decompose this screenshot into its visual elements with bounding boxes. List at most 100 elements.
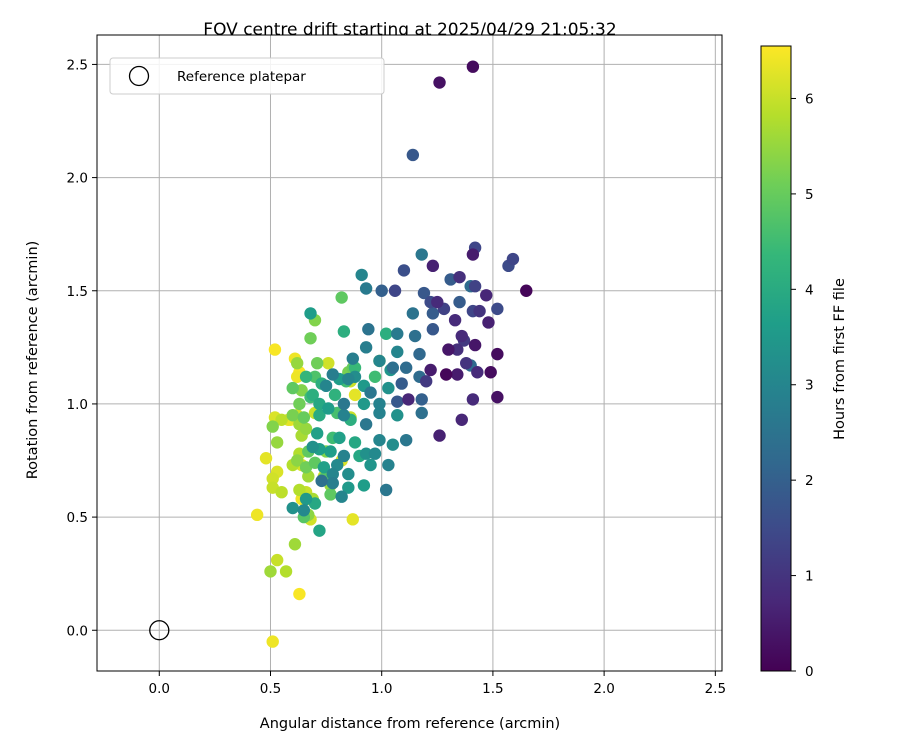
scatter-point <box>424 363 437 377</box>
y-tick-label: 2.5 <box>67 57 88 73</box>
scatter-point <box>413 347 426 361</box>
scatter-point <box>293 483 306 497</box>
scatter-point <box>310 427 324 440</box>
x-axis-ticks: 0.0 0.5 1.0 1.5 2.0 2.5 <box>149 671 726 697</box>
scatter-point <box>451 343 464 356</box>
scatter-point <box>275 413 288 426</box>
scatter-point <box>310 356 324 370</box>
scatter-point <box>408 329 422 343</box>
scatter-point <box>364 458 377 472</box>
scatter-point <box>315 474 328 488</box>
colorbar-tick-label: 0 <box>805 664 814 680</box>
scatter-point <box>415 393 428 406</box>
scatter-point <box>293 587 306 601</box>
colorbar-tick-label: 4 <box>805 282 814 298</box>
scatter-point <box>337 397 351 411</box>
scatter-point <box>268 343 282 356</box>
scatter-point <box>290 454 304 467</box>
scatter-point <box>348 388 362 402</box>
scatter-point <box>466 393 480 406</box>
scatter-point <box>455 329 468 343</box>
scatter-point <box>480 289 493 302</box>
colorbar-ticks: 0 1 2 3 4 5 6 <box>791 91 814 680</box>
scatter-point <box>359 282 373 295</box>
scatter-point <box>399 433 413 447</box>
scatter-point <box>324 488 337 501</box>
scatter-point <box>299 422 313 436</box>
scatter-point <box>373 433 386 447</box>
scatter-point <box>395 377 408 390</box>
y-axis-label: Rotation from reference (arcmin) <box>25 241 41 480</box>
scatter-point <box>328 388 342 402</box>
scatter-point <box>468 280 482 293</box>
x-tick-label: 1.5 <box>482 681 503 697</box>
scatter-point <box>357 479 371 492</box>
scatter-point <box>391 409 404 422</box>
plot-area <box>97 35 722 671</box>
scatter-point <box>415 248 428 261</box>
scatter-point <box>266 472 279 485</box>
scatter-point <box>264 565 277 578</box>
colorbar-tick-label: 1 <box>805 569 814 585</box>
colorbar-tick-label: 6 <box>805 91 814 107</box>
scatter-point <box>442 343 455 356</box>
scatter-point <box>368 370 382 383</box>
scatter-point <box>368 447 382 460</box>
scatter-point <box>453 295 466 309</box>
scatter-point <box>286 409 299 422</box>
scatter-point <box>506 252 520 266</box>
scatter-point <box>359 341 373 354</box>
x-tick-label: 0.0 <box>149 681 170 697</box>
scatter-point <box>433 429 446 442</box>
colorbar-frame <box>760 45 792 672</box>
scatter-point <box>402 393 415 406</box>
scatter-point <box>419 375 433 388</box>
scatter-point <box>399 361 413 374</box>
colorbar-tick-label: 3 <box>805 378 814 394</box>
scatter-point <box>382 381 395 395</box>
scatter-point <box>324 445 337 458</box>
scatter-point <box>359 418 373 431</box>
scatter-point <box>290 370 304 383</box>
scatter-point <box>431 295 444 309</box>
legend-entry-label: Reference platepar <box>177 69 306 85</box>
legend-box <box>109 57 385 95</box>
scatter-point <box>304 307 317 320</box>
scatter-point <box>313 409 326 422</box>
scatter-point <box>451 368 464 381</box>
scatter-point <box>468 338 482 352</box>
scatter-point <box>406 148 420 162</box>
scatter-point <box>448 313 462 327</box>
scatter-point <box>348 436 362 449</box>
scatter-points <box>250 60 533 648</box>
scatter-point <box>484 366 497 379</box>
scatter-point <box>266 635 279 648</box>
scatter-point <box>286 381 299 395</box>
scatter-point <box>473 304 486 318</box>
scatter-point <box>453 270 466 284</box>
x-tick-label: 1.0 <box>371 681 392 697</box>
scatter-point <box>297 411 311 424</box>
scatter-point <box>391 327 404 340</box>
scatter-point <box>304 332 317 345</box>
scatter-point <box>346 513 359 526</box>
scatter-point <box>466 60 480 73</box>
scatter-point <box>359 447 373 460</box>
scatter-point <box>326 467 339 481</box>
scatter-point <box>337 325 351 338</box>
scatter-point <box>391 345 404 359</box>
scatter-point <box>482 316 495 329</box>
scatter-point <box>299 370 313 383</box>
scatter-point <box>379 327 393 340</box>
scatter-point <box>322 356 335 370</box>
reference-point-marker <box>149 620 170 641</box>
y-tick-label: 1.5 <box>67 284 88 300</box>
scatter-point <box>286 501 299 515</box>
y-tick-label: 0.5 <box>67 510 88 526</box>
scatter-point <box>362 323 375 336</box>
x-axis-label: Angular distance from reference (arcmin) <box>260 716 560 732</box>
scatter-point <box>337 449 351 463</box>
scatter-point <box>415 406 428 420</box>
scatter-point <box>297 504 311 517</box>
